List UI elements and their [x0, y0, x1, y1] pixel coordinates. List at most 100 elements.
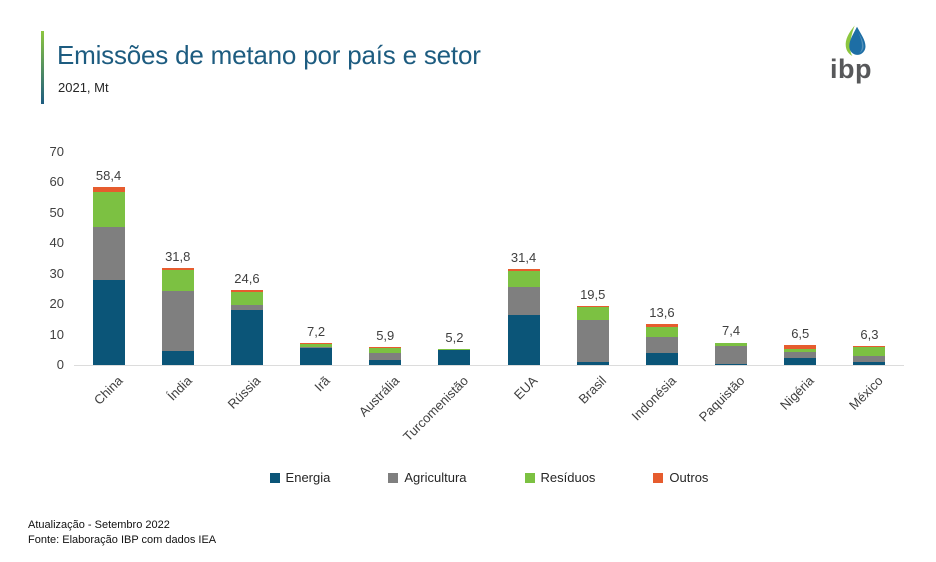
legend-label-energia: Energia — [285, 470, 331, 485]
bar-segment-outros — [300, 343, 333, 344]
bar-segment-agricultura — [784, 352, 817, 358]
bar-segment-residuos — [507, 270, 540, 287]
bar-segment-residuos — [715, 343, 748, 347]
bar-segment-energia — [784, 357, 817, 365]
bar-column-mexico: 6,3 México — [835, 152, 904, 413]
x-axis-label-australia: Austrália — [355, 373, 402, 420]
stacked-bar-mexico — [853, 345, 886, 365]
bar-column-paquistao: 7,4 Paquistão — [696, 152, 766, 424]
stacked-bar-india — [161, 268, 194, 365]
bar-segment-agricultura — [369, 352, 402, 360]
bar-column-brasil: 19,5 Brasil — [558, 152, 627, 407]
stacked-bar-nigeria — [784, 345, 817, 365]
bar-segment-agricultura — [161, 290, 194, 352]
ibp-logo-text: ibp — [830, 54, 872, 84]
bar-total-label: 24,6 — [234, 271, 260, 287]
bar-segment-outros — [715, 342, 748, 344]
stacked-bar-ira — [300, 343, 333, 365]
bar-column-nigeria: 6,5 Nigéria — [766, 152, 835, 412]
methane-emissions-chart: 0 10 20 30 40 50 60 70 58,4 China 31,8 Índia 24,6 Rú… — [0, 144, 936, 444]
x-axis-label-mexico: México — [846, 373, 887, 413]
bar-segment-outros — [507, 269, 540, 271]
bar-total-label: 13,6 — [649, 304, 675, 320]
footer-update-note: Atualização - Setembro 2022 — [28, 519, 170, 531]
bar-column-russia: 24,6 Rússia — [212, 152, 281, 412]
bar-column-indonesia: 13,6 Indonésia — [627, 152, 696, 424]
bar-segment-energia — [438, 349, 471, 365]
legend-item-energia: Energia — [269, 470, 331, 485]
y-axis: 0 10 20 30 40 50 60 70 — [28, 144, 64, 372]
bar-segment-energia — [645, 353, 678, 365]
bar-total-label: 6,5 — [791, 326, 810, 342]
bar-segment-outros — [784, 345, 817, 349]
bar-segment-agricultura — [300, 346, 333, 348]
stacked-bar-russia — [230, 290, 263, 365]
bar-segment-residuos — [300, 343, 333, 347]
bar-segment-residuos — [230, 291, 263, 305]
title-accent-bar — [41, 31, 44, 104]
bar-segment-residuos — [853, 346, 886, 357]
x-axis-label-india: Índia — [163, 373, 195, 404]
legend-swatch-agricultura — [388, 472, 399, 483]
bar-column-ira: 7,2 Irã — [282, 152, 351, 394]
bar-total-label: 5,9 — [376, 328, 395, 344]
bar-total-label: 31,8 — [165, 249, 191, 265]
y-tick-label-70: 70 — [49, 144, 64, 159]
plot-area: 58,4 China 31,8 Índia 24,6 Rússia 7,2 Irã 5,9 Aus… — [74, 152, 904, 444]
bar-segment-outros — [92, 187, 125, 192]
bar-segment-agricultura — [715, 346, 748, 364]
x-axis-label-indonesia: Indonésia — [628, 373, 679, 424]
legend-item-outros: Outros — [653, 470, 708, 485]
x-axis-label-eua: EUA — [510, 373, 541, 403]
bar-column-turcomenistao: 5,2 Turcomenistão — [400, 152, 489, 444]
y-tick-label-30: 30 — [49, 265, 64, 281]
bar-segment-energia — [230, 310, 263, 365]
bar-segment-energia — [161, 351, 194, 365]
legend-label-agricultura: Agricultura — [404, 470, 467, 485]
bar-segment-energia — [92, 279, 125, 365]
bar-segment-agricultura — [507, 286, 540, 315]
legend-label-residuos: Resíduos — [540, 470, 596, 485]
stacked-bar-indonesia — [645, 323, 678, 365]
bar-segment-outros — [576, 305, 609, 307]
ibp-droplet-icon — [845, 25, 866, 56]
bar-segment-agricultura — [853, 356, 886, 362]
bar-column-india: 31,8 Índia — [143, 152, 212, 404]
bar-total-label: 7,4 — [722, 323, 741, 339]
bar-segment-energia — [300, 347, 333, 365]
bar-segment-agricultura — [92, 226, 125, 280]
legend-item-residuos: Resíduos — [524, 470, 596, 485]
x-axis-label-russia: Rússia — [224, 373, 264, 412]
y-tick-label-0: 0 — [56, 357, 64, 372]
x-axis-label-turcomenistao: Turcomenistão — [399, 373, 472, 445]
x-axis-label-paquistao: Paquistão — [696, 373, 748, 425]
bar-segment-energia — [507, 314, 540, 365]
bar-segment-agricultura — [230, 304, 263, 311]
y-tick-label-40: 40 — [49, 235, 64, 251]
y-tick-label-10: 10 — [49, 326, 64, 342]
x-axis-label-china: China — [90, 373, 126, 408]
stacked-bar-australia — [369, 347, 402, 365]
bar-column-china: 58,4 China — [74, 152, 143, 407]
bar-segment-outros — [645, 323, 678, 327]
y-tick-label-60: 60 — [49, 174, 64, 190]
legend-swatch-outros — [653, 472, 664, 483]
bar-segment-energia — [576, 361, 609, 365]
bar-total-label: 7,2 — [307, 324, 326, 340]
x-axis-label-ira: Irã — [311, 373, 333, 395]
y-tick-label-20: 20 — [49, 296, 64, 312]
bar-total-label: 19,5 — [580, 286, 606, 302]
bar-total-label: 6,3 — [860, 326, 879, 342]
stacked-bar-turcomenistao — [438, 349, 471, 365]
chart-legend: Energia Agricultura Resíduos Outros — [74, 470, 904, 485]
ibp-logo: ibp — [826, 24, 906, 86]
bar-segment-residuos — [92, 191, 125, 227]
bar-segment-agricultura — [645, 336, 678, 354]
bar-segment-outros — [161, 268, 194, 271]
stacked-bar-eua — [507, 269, 540, 365]
footer: Atualização - Setembro 2022 Fonte: Elabo… — [28, 518, 216, 548]
bar-segment-residuos — [784, 348, 817, 353]
stacked-bar-brasil — [576, 305, 609, 365]
legend-label-outros: Outros — [669, 470, 709, 485]
